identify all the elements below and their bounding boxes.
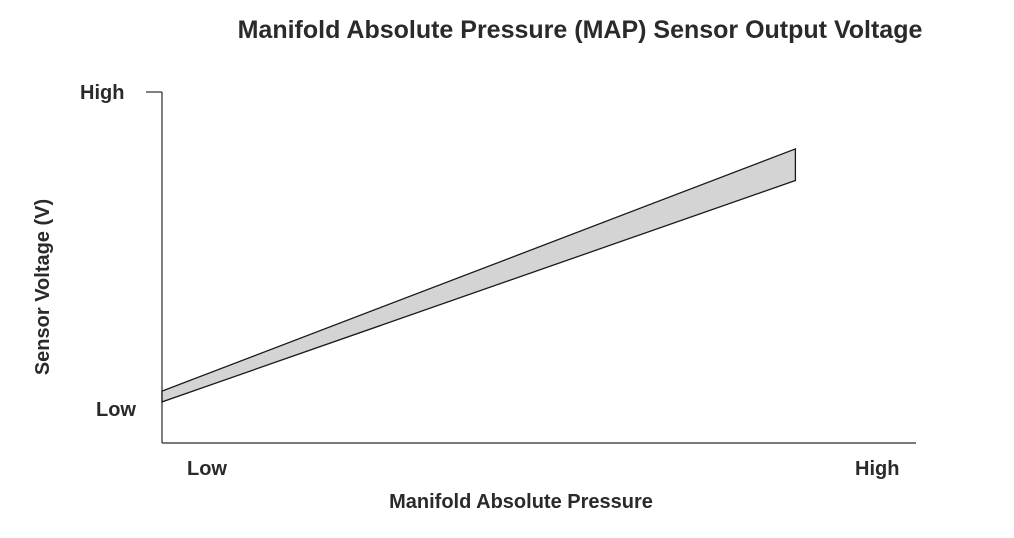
- y-axis-label: Sensor Voltage (V): [32, 199, 54, 375]
- x-tick-label-high: High: [855, 458, 899, 480]
- voltage-band-0: [161, 147, 797, 403]
- x-tick-label-low: Low: [187, 458, 227, 480]
- y-axis: [146, 91, 163, 443]
- chart-title: Manifold Absolute Pressure (MAP) Sensor …: [238, 16, 923, 44]
- x-axis-label: Manifold Absolute Pressure: [389, 491, 653, 513]
- y-tick-label-high: High: [80, 82, 124, 104]
- plot-area: [161, 147, 797, 403]
- y-tick-label-low: Low: [96, 399, 136, 421]
